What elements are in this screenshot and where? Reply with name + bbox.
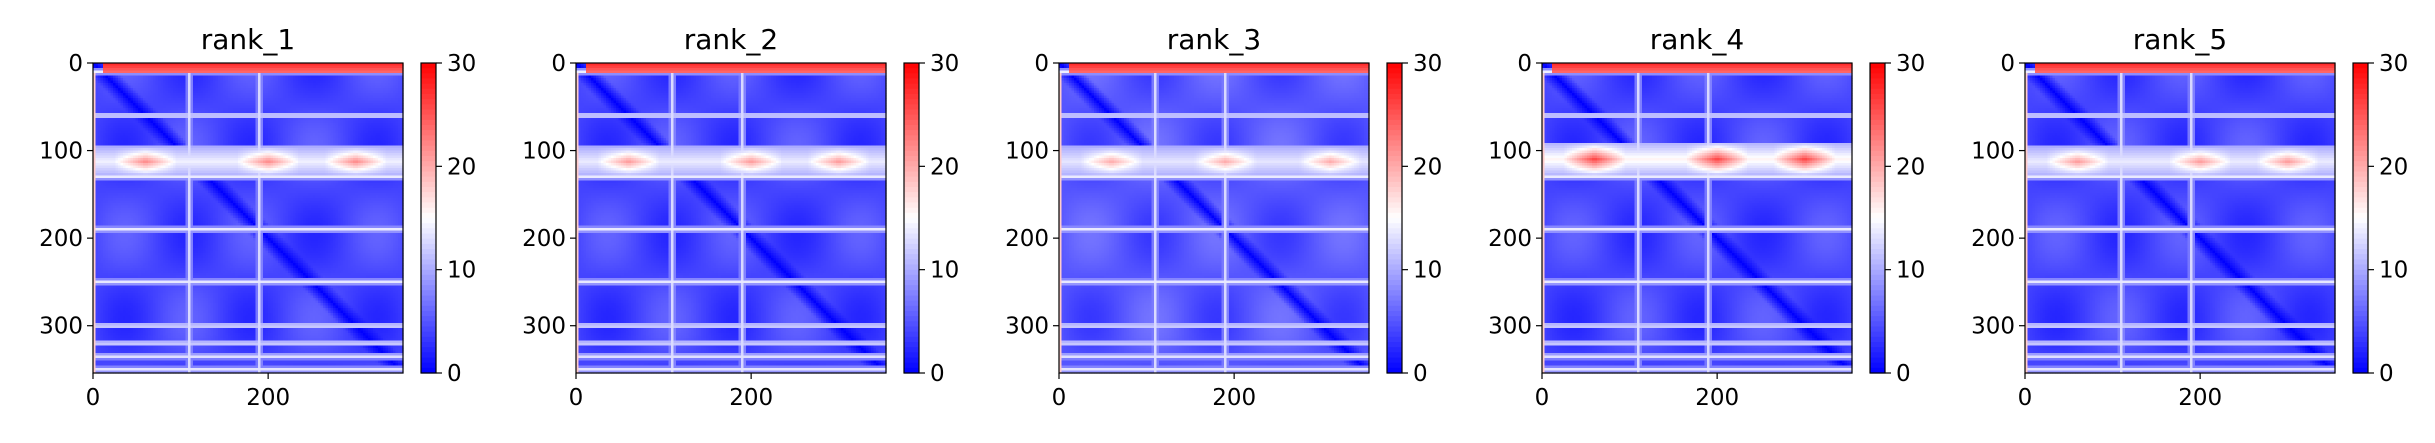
- heatmap-cells: [93, 63, 404, 374]
